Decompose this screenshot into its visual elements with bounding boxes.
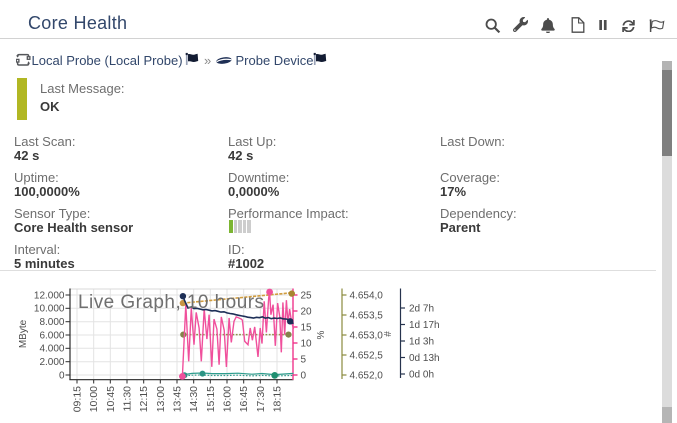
- svg-text:16:00: 16:00: [222, 386, 234, 412]
- svg-text:20: 20: [301, 306, 313, 317]
- svg-text:#: #: [383, 331, 394, 337]
- svg-text:0: 0: [59, 370, 65, 381]
- svg-text:0d 13h: 0d 13h: [409, 353, 440, 364]
- svg-text:10:00: 10:00: [88, 386, 100, 412]
- svg-text:11:30: 11:30: [122, 386, 134, 412]
- svg-text:14:30: 14:30: [188, 386, 200, 412]
- svg-text:4.653,5: 4.653,5: [350, 310, 384, 321]
- svg-text:09:15: 09:15: [72, 386, 84, 412]
- svg-text:25: 25: [301, 290, 313, 301]
- svg-text:4.652,0: 4.652,0: [350, 370, 384, 381]
- svg-text:0d 0h: 0d 0h: [409, 369, 434, 380]
- svg-text:13:45: 13:45: [172, 386, 184, 412]
- svg-text:2.000: 2.000: [39, 357, 64, 368]
- svg-text:2d 7h: 2d 7h: [409, 303, 434, 314]
- svg-text:%: %: [316, 330, 327, 339]
- svg-text:1d 3h: 1d 3h: [409, 336, 434, 347]
- svg-text:6.000: 6.000: [39, 330, 64, 341]
- svg-text:17:30: 17:30: [255, 386, 267, 412]
- svg-text:10:45: 10:45: [105, 386, 117, 412]
- svg-text:5: 5: [301, 354, 307, 365]
- svg-text:10.000: 10.000: [34, 304, 65, 315]
- svg-text:1d 17h: 1d 17h: [409, 320, 440, 331]
- svg-text:16:45: 16:45: [238, 386, 250, 412]
- svg-text:MByte: MByte: [18, 319, 29, 348]
- svg-text:13:00: 13:00: [155, 386, 167, 412]
- svg-text:8.000: 8.000: [39, 317, 64, 328]
- svg-text:4.652,5: 4.652,5: [350, 350, 384, 361]
- svg-text:4.000: 4.000: [39, 344, 64, 355]
- svg-text:0: 0: [301, 370, 307, 381]
- svg-text:10: 10: [301, 338, 313, 349]
- svg-text:12.000: 12.000: [34, 290, 65, 301]
- svg-text:12:15: 12:15: [138, 386, 150, 412]
- svg-text:4.654,0: 4.654,0: [350, 290, 384, 301]
- svg-text:18:15: 18:15: [272, 386, 284, 412]
- svg-text:15: 15: [301, 322, 313, 333]
- svg-text:15:15: 15:15: [205, 386, 217, 412]
- svg-text:4.653,0: 4.653,0: [350, 330, 384, 341]
